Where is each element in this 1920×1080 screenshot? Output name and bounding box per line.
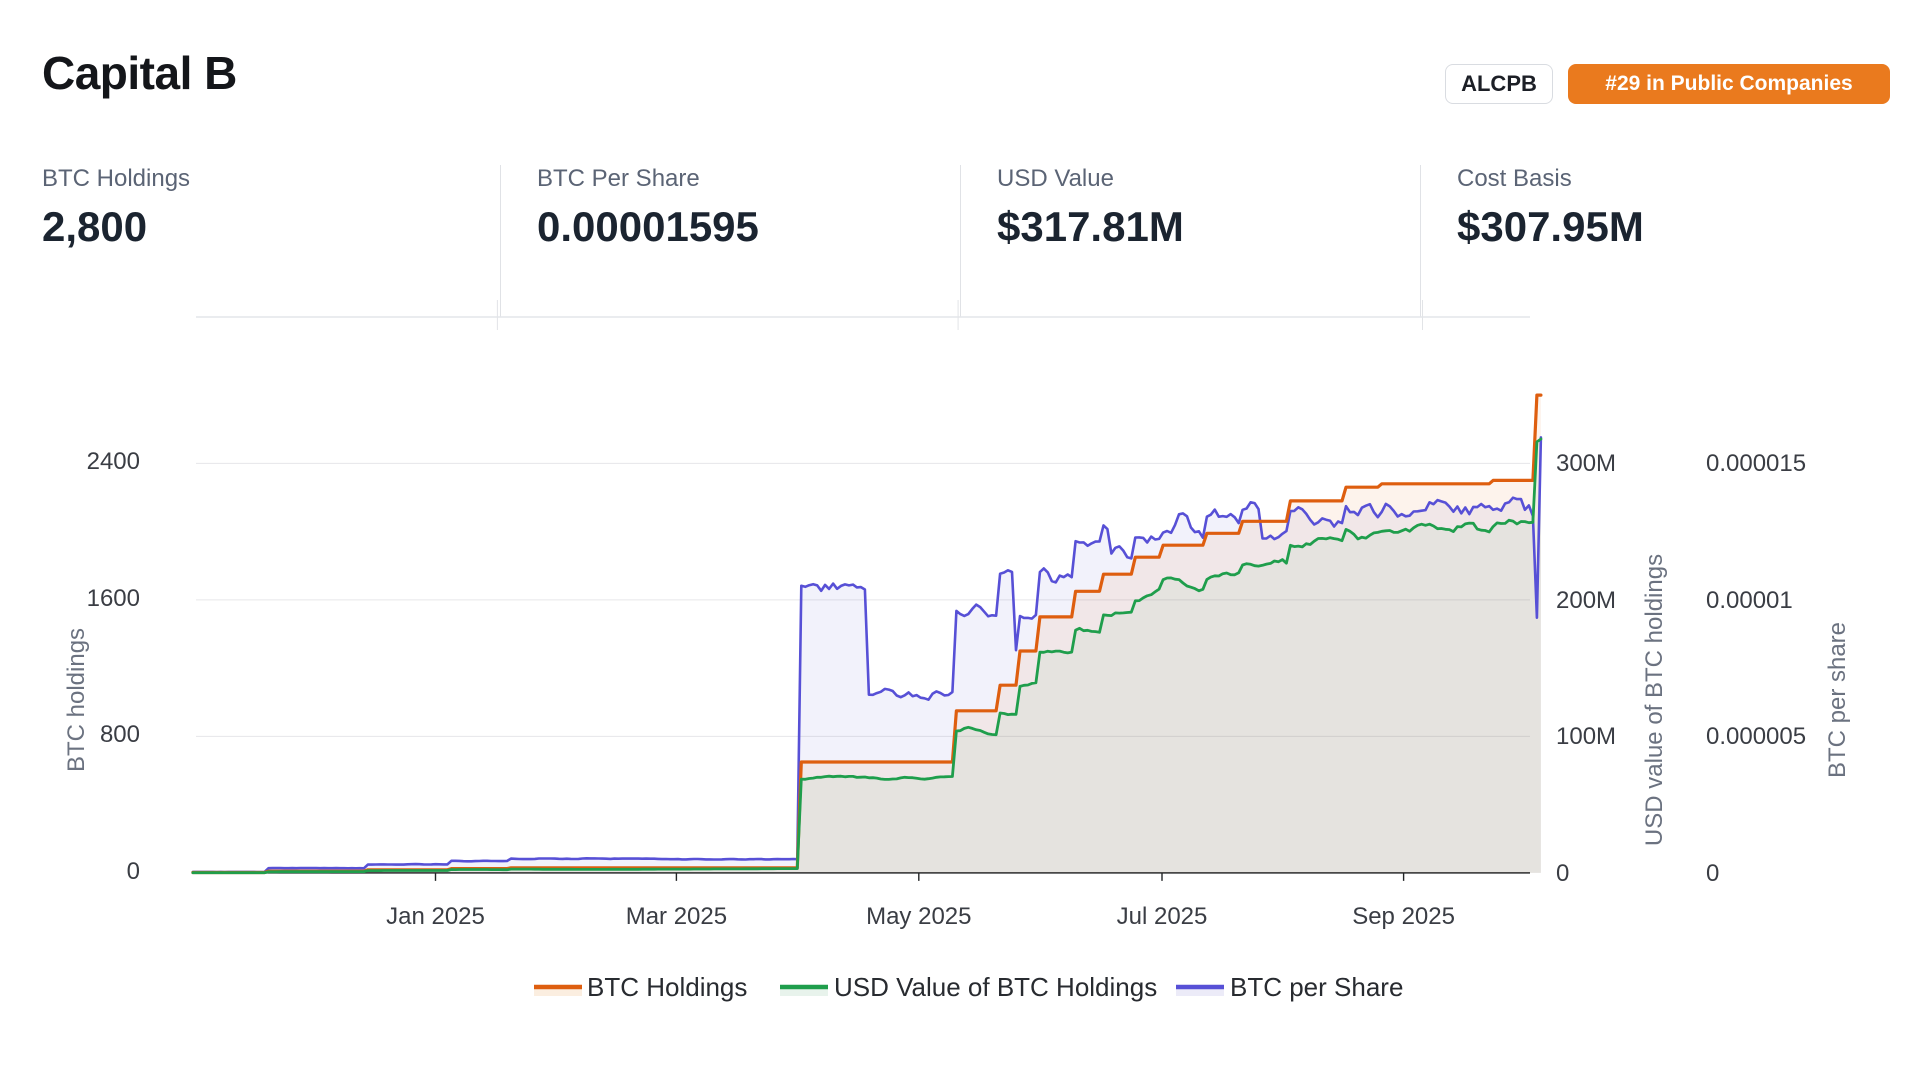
svg-text:200M: 200M [1556, 587, 1616, 614]
svg-text:BTC holdings: BTC holdings [63, 628, 90, 772]
svg-text:BTC per share: BTC per share [1824, 622, 1851, 778]
svg-text:300M: 300M [1556, 450, 1616, 477]
svg-text:0.00001: 0.00001 [1706, 587, 1793, 614]
svg-text:USD value of BTC holdings: USD value of BTC holdings [1641, 554, 1668, 846]
svg-text:0.000015: 0.000015 [1706, 450, 1806, 477]
svg-text:BTC per Share: BTC per Share [1230, 972, 1403, 1002]
svg-text:Jul 2025: Jul 2025 [1117, 903, 1208, 930]
svg-text:0: 0 [1556, 860, 1569, 887]
svg-text:May 2025: May 2025 [866, 903, 971, 930]
svg-text:Sep 2025: Sep 2025 [1352, 903, 1455, 930]
svg-text:0: 0 [1706, 860, 1719, 887]
svg-text:100M: 100M [1556, 723, 1616, 750]
svg-text:1600: 1600 [87, 585, 140, 612]
svg-text:0.000005: 0.000005 [1706, 723, 1806, 750]
svg-text:Jan 2025: Jan 2025 [386, 903, 485, 930]
svg-text:USD Value of BTC Holdings: USD Value of BTC Holdings [834, 972, 1157, 1002]
svg-text:BTC Holdings: BTC Holdings [587, 972, 747, 1002]
svg-text:Mar 2025: Mar 2025 [626, 903, 727, 930]
svg-text:2400: 2400 [87, 448, 140, 475]
svg-text:0: 0 [127, 858, 140, 885]
svg-text:800: 800 [100, 721, 140, 748]
